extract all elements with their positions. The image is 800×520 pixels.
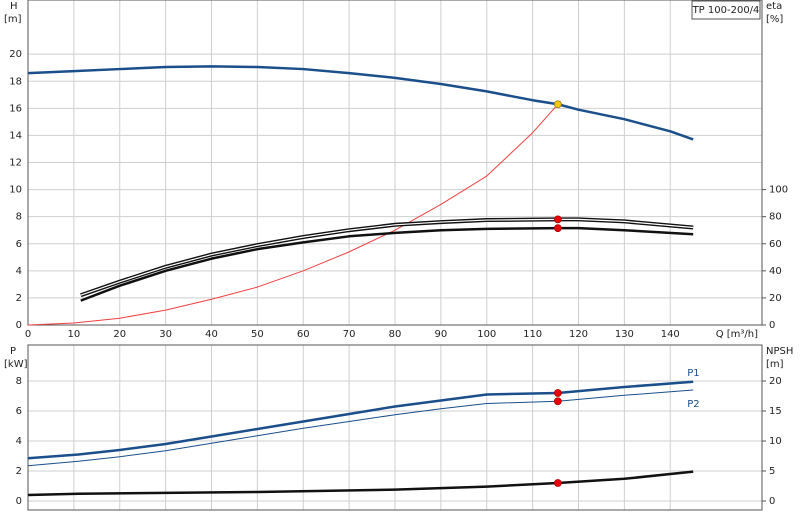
operating-point [553, 224, 562, 233]
y-tick-label: 4 [16, 436, 22, 447]
curve [27, 389, 694, 467]
x-tick-label: 120 [569, 329, 588, 340]
y-axis-label: H [10, 1, 18, 12]
plot-frame [27, 0, 763, 326]
x-tick-label: 140 [661, 329, 680, 340]
y2-tick-label: 10 [769, 436, 782, 447]
y-axis-label: P [10, 346, 16, 357]
curve [27, 380, 694, 460]
x-tick-label: 20 [113, 329, 126, 340]
x-tick-label: 50 [251, 329, 264, 340]
y-tick-label: 2 [16, 466, 22, 477]
y-tick-label: 8 [16, 376, 22, 387]
y2-tick-label: 0 [769, 496, 775, 507]
x-tick-label: 80 [389, 329, 402, 340]
title-box [691, 0, 761, 20]
y-axis-unit: [m] [4, 14, 22, 25]
operating-point [553, 479, 562, 487]
y-tick-label: 14 [9, 130, 22, 141]
x-tick-label: 40 [205, 329, 218, 340]
x-tick-label: 60 [297, 329, 310, 340]
curve-inner [80, 218, 694, 296]
x-tick-label: 100 [477, 329, 496, 340]
curve [27, 470, 694, 497]
series-label: P2 [687, 399, 699, 410]
y-tick-label: 4 [16, 266, 22, 277]
x-tick-label: 70 [343, 329, 356, 340]
curve [80, 226, 694, 302]
x-tick-label: 90 [435, 329, 448, 340]
x-axis-label: Q [m³/h] [716, 329, 758, 340]
y-tick-label: 12 [9, 158, 22, 169]
y2-tick-label: 40 [769, 266, 782, 277]
y-tick-label: 16 [9, 103, 22, 114]
series-label: P1 [687, 368, 699, 379]
operating-point [553, 397, 562, 406]
y2-tick-label: 0 [769, 320, 775, 331]
x-tick-label: 130 [615, 329, 634, 340]
y2-tick-label: 100 [769, 185, 788, 196]
y2-tick-label: 15 [769, 406, 782, 417]
plot-frame [27, 344, 763, 511]
x-tick-label: 0 [25, 329, 31, 340]
curve [27, 65, 694, 141]
x-tick-label: 110 [523, 329, 542, 340]
y2-tick-label: 5 [769, 466, 775, 477]
y2-tick-label: 60 [769, 239, 782, 250]
operating-point [553, 100, 562, 109]
y-tick-label: 0 [16, 496, 22, 507]
y-tick-label: 2 [16, 293, 22, 304]
y-tick-label: 18 [9, 76, 22, 87]
y2-axis-unit: [%] [766, 14, 783, 25]
y2-axis-label: eta [766, 1, 782, 12]
chart-title: TP 100-200/4 [692, 5, 760, 16]
y2-tick-label: 80 [769, 212, 782, 223]
y2-tick-label: 20 [769, 376, 782, 387]
curve [80, 217, 694, 298]
y-axis-unit: [kW] [4, 359, 28, 370]
y2-axis-label: NPSH [766, 346, 793, 357]
y-tick-label: 10 [9, 185, 22, 196]
operating-point [553, 389, 562, 397]
x-tick-label: 30 [159, 329, 172, 340]
y-tick-label: 6 [16, 406, 22, 417]
operating-point [553, 215, 562, 224]
y-tick-label: 0 [16, 320, 22, 331]
y-tick-label: 8 [16, 212, 22, 223]
x-tick-label: 10 [68, 329, 81, 340]
y2-tick-label: 20 [769, 293, 782, 304]
y-tick-label: 6 [16, 239, 22, 250]
curve [27, 103, 559, 326]
y2-axis-unit: [m] [766, 359, 784, 370]
y-tick-label: 20 [9, 49, 22, 60]
